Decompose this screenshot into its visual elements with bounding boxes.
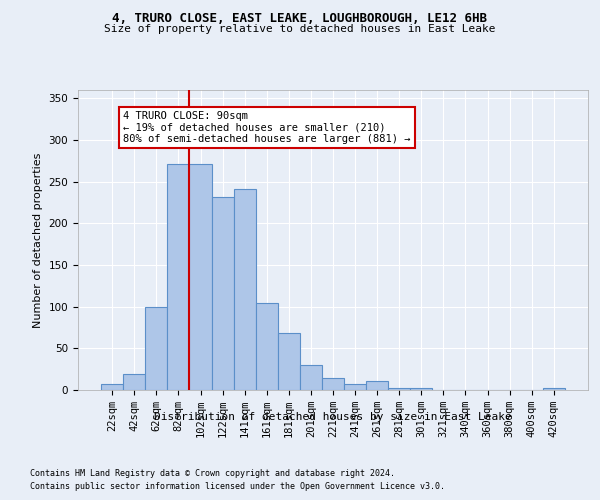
Bar bbox=[212, 196, 233, 390]
Text: 4, TRURO CLOSE, EAST LEAKE, LOUGHBOROUGH, LE12 6HB: 4, TRURO CLOSE, EAST LEAKE, LOUGHBOROUGH… bbox=[113, 12, 487, 26]
Bar bbox=[233, 189, 256, 390]
Bar bbox=[300, 365, 322, 390]
Bar bbox=[366, 381, 388, 390]
Bar bbox=[410, 388, 433, 390]
Bar bbox=[101, 384, 123, 390]
Bar bbox=[167, 164, 190, 390]
Bar bbox=[388, 388, 410, 390]
Text: Size of property relative to detached houses in East Leake: Size of property relative to detached ho… bbox=[104, 24, 496, 34]
Bar bbox=[322, 378, 344, 390]
Bar bbox=[344, 384, 366, 390]
Text: Distribution of detached houses by size in East Leake: Distribution of detached houses by size … bbox=[154, 412, 512, 422]
Y-axis label: Number of detached properties: Number of detached properties bbox=[33, 152, 43, 328]
Bar bbox=[145, 306, 167, 390]
Text: 4 TRURO CLOSE: 90sqm
← 19% of detached houses are smaller (210)
80% of semi-deta: 4 TRURO CLOSE: 90sqm ← 19% of detached h… bbox=[123, 111, 411, 144]
Bar bbox=[190, 164, 212, 390]
Bar bbox=[256, 302, 278, 390]
Bar bbox=[278, 334, 300, 390]
Bar bbox=[543, 388, 565, 390]
Text: Contains public sector information licensed under the Open Government Licence v3: Contains public sector information licen… bbox=[30, 482, 445, 491]
Text: Contains HM Land Registry data © Crown copyright and database right 2024.: Contains HM Land Registry data © Crown c… bbox=[30, 468, 395, 477]
Bar bbox=[123, 374, 145, 390]
